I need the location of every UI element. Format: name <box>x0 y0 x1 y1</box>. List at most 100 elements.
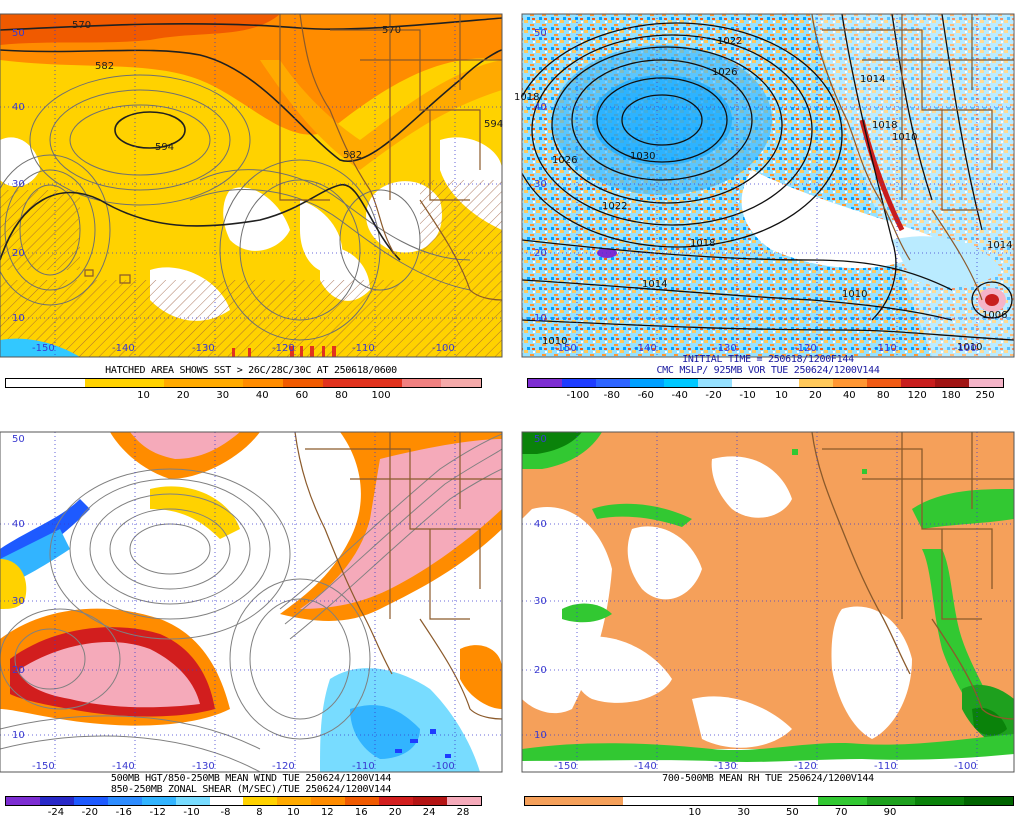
lon-label: -120 <box>272 343 295 354</box>
panel-caption: HATCHED AREA SHOWS SST > 26C/28C/30C AT … <box>0 365 502 376</box>
color-scale-swatch <box>720 797 769 805</box>
color-scale-swatch <box>243 797 278 805</box>
color-scale-swatch <box>6 797 40 805</box>
caption-line: CMC MSLP/ 925MB VOR TUE 250624/1200V144 <box>656 365 880 376</box>
lon-label: -140 <box>112 761 135 772</box>
color-scale-label: 40 <box>842 390 856 401</box>
color-scale-swatch <box>141 797 176 805</box>
lat-label: 10 <box>12 313 25 324</box>
color-scale-swatch <box>525 797 574 805</box>
color-scale-bar <box>527 378 1004 388</box>
lat-label: 50 <box>534 434 547 445</box>
color-scale-label: 50 <box>786 807 799 818</box>
lat-label: 20 <box>534 665 547 676</box>
map-sst-heights: 570 582 594 582 570 594 50 40 30 20 10 -… <box>0 13 503 358</box>
panel-mean-rh: 50 40 30 20 10 -150 -140 -130 -120 -110 … <box>512 409 1024 819</box>
contour-label: 1030 <box>630 151 655 162</box>
lon-label: -130 <box>192 761 215 772</box>
color-scale-label: -20 <box>81 807 98 818</box>
color-scale-swatch <box>964 797 1013 805</box>
panel-caption: 700-500MB MEAN RH TUE 250624/1200V144 <box>522 773 1014 784</box>
color-scale-swatch <box>866 797 916 805</box>
color-scale-label: 10 <box>688 807 702 818</box>
color-scale-label: 30 <box>216 390 230 401</box>
contour-label: 594 <box>484 119 503 130</box>
contour-label: 1018 <box>514 92 539 103</box>
color-scale-label: 20 <box>176 390 190 401</box>
lat-label: 50 <box>534 28 547 39</box>
lon-label: -110 <box>352 343 375 354</box>
contour-label: 570 <box>72 20 91 31</box>
color-scale-swatch <box>283 379 323 387</box>
lon-label: -120 <box>794 761 817 772</box>
panel-mslp-vorticity: 1022 1026 1030 1026 1022 1018 1014 1010 … <box>512 0 1024 409</box>
lat-label: 30 <box>12 179 25 190</box>
color-scale-label: 70 <box>834 807 848 818</box>
color-scale-swatch <box>164 379 204 387</box>
color-scale-swatch <box>6 379 46 387</box>
panel-sst-heights: 570 582 594 582 570 594 50 40 30 20 10 -… <box>0 0 512 409</box>
color-scale-swatch <box>203 379 244 387</box>
panel-caption: INITIAL TIME = 250618/1200F144 CMC MSLP/… <box>522 354 1014 376</box>
lat-label: 50 <box>12 434 25 445</box>
contour-label: 1014 <box>987 240 1012 251</box>
contour-label: 1026 <box>552 155 577 166</box>
color-scale-swatch <box>124 379 165 387</box>
contour-label: 570 <box>382 25 401 36</box>
color-scale-label: -100 <box>566 390 590 401</box>
lon-label: -140 <box>634 761 657 772</box>
lat-label: 50 <box>12 28 25 39</box>
lon-label: -110 <box>874 761 897 772</box>
panel-caption: 500MB HGT/850-250MB MEAN WIND TUE 250624… <box>0 773 502 795</box>
contour-label: 1010 <box>892 132 917 143</box>
map-mslp-vorticity: 1022 1026 1030 1026 1022 1018 1014 1010 … <box>514 13 1015 358</box>
color-scale-label: -40 <box>671 390 688 401</box>
contour-label: 582 <box>343 150 362 161</box>
contour-label: 1010 <box>957 342 982 353</box>
color-scale-swatch <box>73 797 108 805</box>
lat-label: 20 <box>12 665 25 676</box>
color-scale-swatch <box>765 379 800 387</box>
caption-line: HATCHED AREA SHOWS SST > 26C/28C/30C AT … <box>105 365 397 376</box>
color-scale-label: 40 <box>255 390 269 401</box>
lat-label: 10 <box>534 313 547 324</box>
color-scale-label: 180 <box>941 390 961 401</box>
color-scale-label: -10 <box>183 807 200 818</box>
color-scale-swatch <box>446 797 481 805</box>
color-scale-swatch <box>561 379 596 387</box>
color-scale-label: 16 <box>354 807 368 818</box>
lat-label: 10 <box>12 730 25 741</box>
color-scale-swatch <box>671 797 721 805</box>
color-scale-swatch <box>45 379 86 387</box>
color-scale-swatch <box>85 379 125 387</box>
color-scale-swatch <box>833 379 868 387</box>
lon-label: -130 <box>192 343 215 354</box>
lat-label: 40 <box>534 102 547 113</box>
color-scale-swatch <box>401 379 442 387</box>
color-scale-label: -10 <box>739 390 756 401</box>
lon-label: -150 <box>554 761 577 772</box>
color-scale-bar <box>524 796 1014 806</box>
color-scale-swatch <box>622 797 672 805</box>
lat-label: 40 <box>12 519 25 530</box>
lon-label: -110 <box>352 761 375 772</box>
color-scale-swatch <box>768 797 818 805</box>
color-scale-label: 20 <box>388 807 402 818</box>
caption-line: INITIAL TIME = 250618/1200F144 <box>682 354 854 365</box>
color-scale-swatch <box>697 379 732 387</box>
color-scale-label: -8 <box>220 807 231 818</box>
lon-label: -100 <box>954 761 977 772</box>
lat-label: 30 <box>534 179 547 190</box>
color-scale-label: -60 <box>637 390 654 401</box>
color-scale-swatch <box>573 797 623 805</box>
color-scale-label: -12 <box>149 807 166 818</box>
color-scale-swatch <box>901 379 936 387</box>
caption-line: 500MB HGT/850-250MB MEAN WIND TUE 250624… <box>110 773 392 784</box>
contour-label: 1026 <box>712 67 737 78</box>
lat-label: 40 <box>12 102 25 113</box>
color-scale-swatch <box>867 379 902 387</box>
color-scale-labels: -24 -20 -16 -12 -10 -8 8 10 12 16 20 24 28 <box>5 807 480 819</box>
caption-line: 850-250MB ZONAL SHEAR (M/SEC)/TUE 250624… <box>110 784 392 795</box>
lon-label: -100 <box>432 343 455 354</box>
color-scale-label: 10 <box>137 390 150 401</box>
